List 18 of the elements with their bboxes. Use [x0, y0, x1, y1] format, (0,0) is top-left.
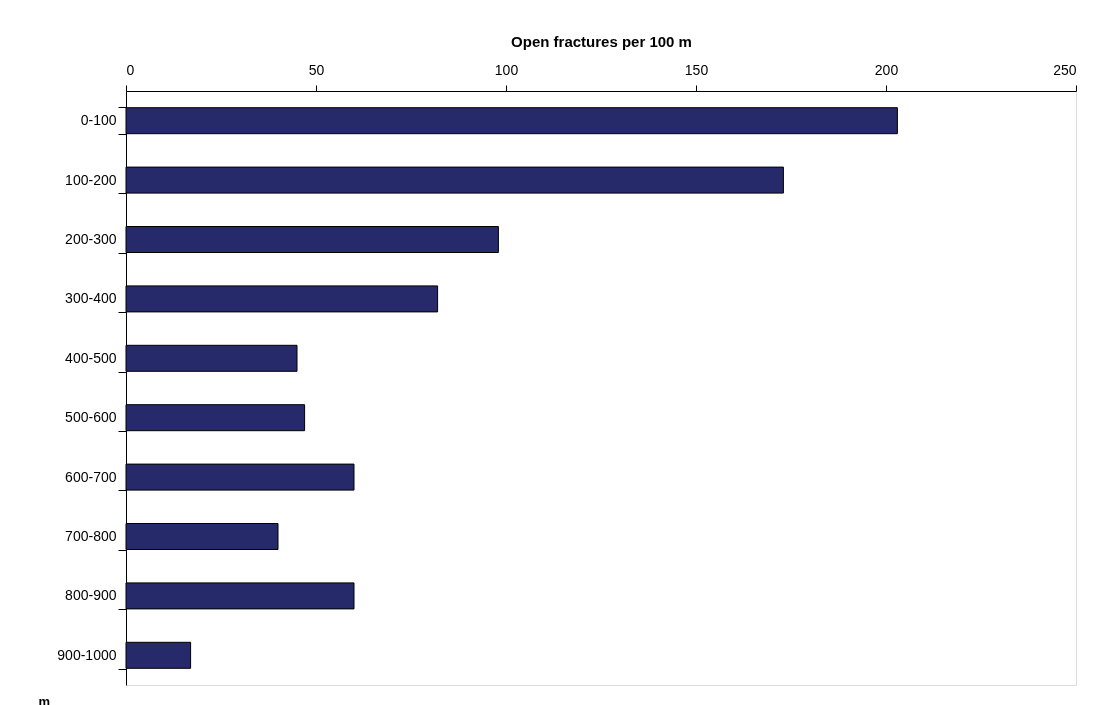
y-tick-label: 700-800: [65, 528, 117, 544]
y-axis-title: m: [38, 693, 51, 705]
x-tick-label: 250: [1053, 61, 1077, 78]
x-tick-label: 100: [494, 61, 519, 78]
y-tick-label: 500-600: [65, 409, 117, 426]
x-axis-title: Open fractures per 100 m: [511, 32, 692, 50]
y-tick-label: 200-300: [65, 231, 117, 247]
y-tick-label: 400-500: [65, 349, 117, 366]
y-tick-label: 600-700: [65, 468, 117, 485]
y-tick-label: 900-1000: [57, 646, 117, 663]
y-tick-label: 100-200: [65, 171, 117, 188]
x-tick-label: 150: [684, 61, 709, 78]
y-tick-label: 300-400: [65, 290, 117, 307]
x-tick-label: 50: [308, 61, 325, 78]
y-tick-label: 0-100: [80, 112, 117, 129]
x-tick-label: 0: [126, 61, 135, 78]
x-tick-label: 200: [874, 61, 899, 78]
y-tick-label: 800-900: [65, 587, 117, 604]
